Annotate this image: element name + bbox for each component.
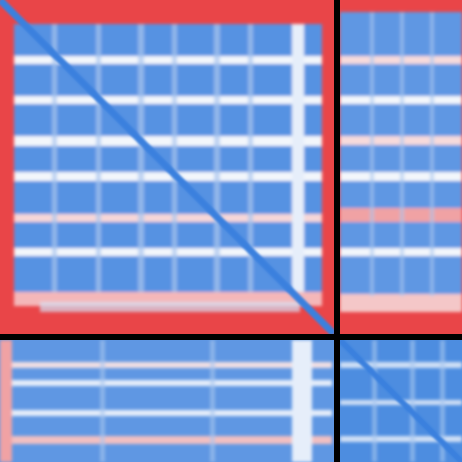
block-aa-row-band: [14, 248, 322, 256]
block-aa-col-band: [172, 24, 177, 292]
block-aa-col-band: [96, 24, 101, 292]
block-separator-horizontal: [0, 334, 462, 340]
block-aa-row-band: [14, 172, 322, 181]
block-ab-col-band: [400, 12, 404, 296]
block-aa-bottom-strip: [40, 302, 300, 312]
block-aa-row-band: [14, 96, 322, 104]
block-bb-row-band: [340, 362, 462, 368]
block-ba: [0, 340, 334, 462]
block-ba-col-band: [292, 340, 312, 462]
block-ba-left-edge: [0, 340, 12, 462]
block-bb-diagonal: [337, 337, 462, 462]
block-bb-col-band: [440, 340, 445, 462]
block-ab: [340, 0, 462, 334]
block-ba-col-band: [210, 340, 215, 462]
block-bb-col-band: [410, 340, 415, 462]
block-aa-col-band: [52, 24, 57, 292]
block-aa-col-band: [292, 24, 304, 292]
block-ab-col-band: [430, 12, 434, 296]
block-aa-row-band: [14, 136, 322, 146]
block-ab-bottom-strip: [340, 294, 462, 312]
block-ab-col-band: [370, 12, 374, 296]
block-ba-row-band: [12, 380, 332, 386]
block-ba-col-band: [100, 340, 105, 462]
block-aa-diagonal: [0, 0, 337, 337]
block-ba-row-band: [12, 362, 332, 368]
block-aa: [0, 0, 337, 337]
block-aa-col-band: [214, 24, 220, 292]
block-separator-vertical: [334, 0, 340, 462]
block-aa-col-band: [248, 24, 253, 292]
block-bb: [337, 337, 462, 462]
block-aa-row-band: [14, 214, 322, 222]
block-aa-col-band: [138, 24, 144, 292]
block-bb-col-band: [372, 340, 377, 462]
block-ba-row-band: [12, 410, 332, 416]
block-ba-row-band: [12, 436, 332, 444]
block-aa-row-band: [14, 56, 322, 64]
block-bb-row-band: [340, 436, 462, 442]
